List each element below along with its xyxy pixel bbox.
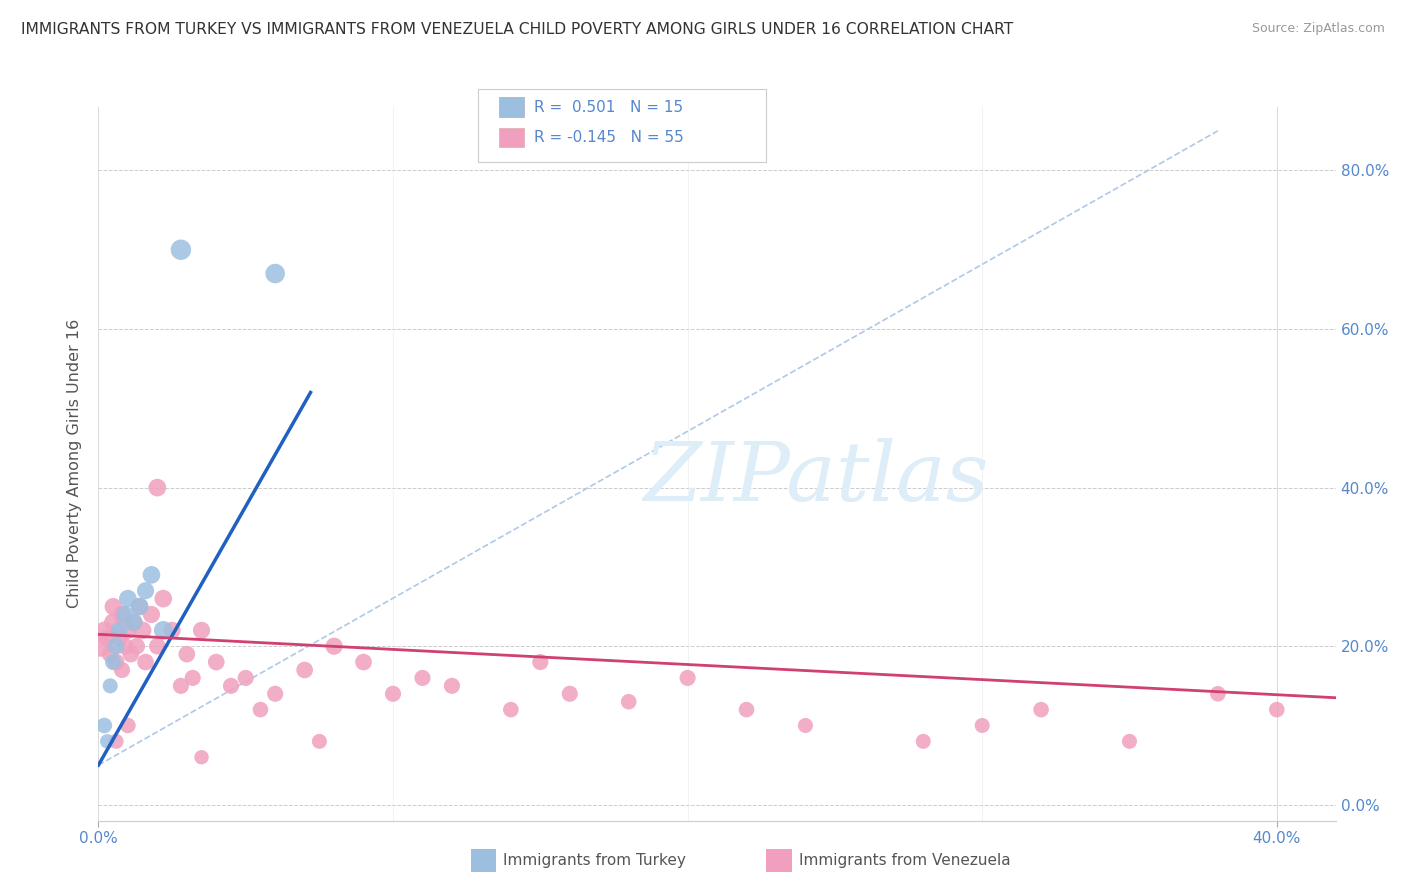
Point (735, 703, 758, 717)
Point (114, 607, 136, 622)
Point (235, 671, 257, 685)
Point (170, 679, 193, 693)
Point (152, 624, 174, 638)
Point (98, 647, 121, 661)
Point (323, 639, 346, 653)
Point (96, 632, 118, 646)
Point (93, 718, 115, 732)
Text: IMMIGRANTS FROM TURKEY VS IMMIGRANTS FROM VENEZUELA CHILD POVERTY AMONG GIRLS UN: IMMIGRANTS FROM TURKEY VS IMMIGRANTS FRO… (21, 22, 1014, 37)
Point (160, 624, 183, 638)
Point (105, 655, 128, 669)
Point (101, 655, 124, 669)
Text: R =  0.501   N = 15: R = 0.501 N = 15 (534, 100, 683, 114)
Point (105, 639, 128, 653)
Point (190, 750, 212, 764)
Point (105, 734, 128, 748)
Point (146, 639, 169, 653)
Point (135, 583, 157, 598)
Point (98, 679, 121, 693)
Text: Immigrants from Venezuela: Immigrants from Venezuela (799, 854, 1011, 868)
Point (135, 655, 157, 669)
Point (676, 671, 699, 685)
Point (122, 615, 145, 630)
Point (131, 624, 153, 638)
Point (264, 267, 287, 281)
Point (294, 663, 316, 677)
Point (101, 599, 124, 614)
Text: Immigrants from Turkey: Immigrants from Turkey (503, 854, 686, 868)
Point (141, 567, 163, 582)
Point (141, 607, 163, 622)
Point (117, 591, 139, 606)
Point (440, 679, 463, 693)
Point (1265, 703, 1288, 717)
Point (117, 624, 139, 638)
Point (190, 624, 212, 638)
Point (128, 599, 150, 614)
Point (114, 639, 136, 653)
Text: ZIPatlas: ZIPatlas (644, 438, 988, 518)
Point (1206, 687, 1229, 701)
Point (111, 663, 134, 677)
Point (176, 647, 198, 661)
Point (558, 687, 581, 701)
Text: Source: ZipAtlas.com: Source: ZipAtlas.com (1251, 22, 1385, 36)
Point (152, 591, 174, 606)
Point (249, 703, 271, 717)
Point (128, 599, 150, 614)
Point (205, 655, 228, 669)
Point (96, 734, 118, 748)
Point (411, 671, 433, 685)
Y-axis label: Child Poverty Among Girls Under 16: Child Poverty Among Girls Under 16 (67, 319, 83, 608)
Point (117, 718, 139, 732)
Point (122, 615, 145, 630)
Point (308, 734, 330, 748)
Point (382, 687, 405, 701)
Point (170, 243, 193, 257)
Point (794, 718, 817, 732)
Point (108, 632, 131, 646)
Point (1118, 734, 1140, 748)
Point (125, 639, 148, 653)
Point (146, 481, 169, 495)
Point (120, 647, 142, 661)
Point (912, 734, 935, 748)
Point (529, 655, 551, 669)
Point (108, 624, 131, 638)
Point (499, 703, 522, 717)
Point (90, 639, 112, 653)
Point (264, 687, 287, 701)
Point (353, 655, 375, 669)
Point (111, 607, 134, 622)
Point (1029, 703, 1052, 717)
Point (93, 624, 115, 638)
Text: R = -0.145   N = 55: R = -0.145 N = 55 (534, 130, 685, 145)
Point (181, 671, 204, 685)
Point (101, 615, 124, 630)
Point (219, 679, 242, 693)
Point (617, 695, 640, 709)
Point (972, 718, 994, 732)
